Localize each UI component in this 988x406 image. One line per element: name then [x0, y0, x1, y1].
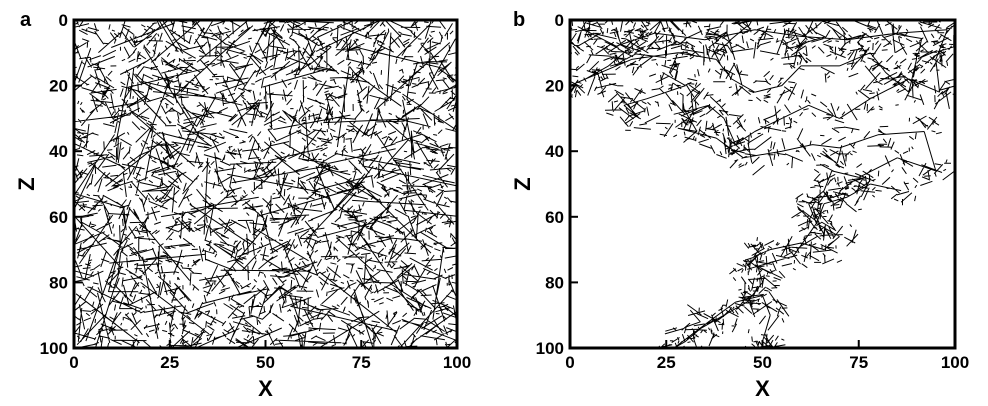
panel-a-y-axis-title: Z: [14, 177, 39, 190]
y-tick-label: 0: [555, 11, 564, 30]
y-tick-label: 80: [49, 273, 68, 292]
y-tick-label: 40: [49, 142, 68, 161]
x-tick-label: 50: [256, 353, 275, 372]
panel-a-fracture-network: [74, 20, 457, 348]
y-tick-label: 100: [40, 339, 68, 358]
y-tick-label: 20: [545, 77, 564, 96]
y-tick-label: 80: [545, 273, 564, 292]
panel-b-fracture-network: [570, 20, 955, 348]
x-tick-label: 0: [69, 353, 78, 372]
y-tick-label: 40: [545, 142, 564, 161]
panel-b-y-axis-title: Z: [510, 177, 535, 190]
y-tick-label: 60: [49, 208, 68, 227]
x-tick-label: 100: [443, 353, 471, 372]
x-tick-label: 75: [352, 353, 371, 372]
x-tick-label: 0: [565, 353, 574, 372]
fracture-segments: [570, 20, 955, 348]
panel-b-label: b: [513, 9, 525, 31]
x-tick-label: 50: [753, 353, 772, 372]
panel-b-plot-frame: [568, 18, 957, 350]
panel-a-label: a: [20, 9, 32, 31]
y-tick-label: 20: [49, 77, 68, 96]
y-tick-label: 100: [536, 339, 564, 358]
y-tick-label: 0: [59, 11, 68, 30]
panel-a-x-axis-title: X: [258, 376, 273, 401]
x-tick-label: 25: [160, 353, 179, 372]
panel-b-x-axis-title: X: [755, 376, 770, 401]
x-tick-label: 100: [941, 353, 969, 372]
fracture-segments: [74, 20, 457, 348]
y-tick-label: 60: [545, 208, 564, 227]
x-tick-label: 75: [849, 353, 868, 372]
x-tick-label: 25: [657, 353, 676, 372]
